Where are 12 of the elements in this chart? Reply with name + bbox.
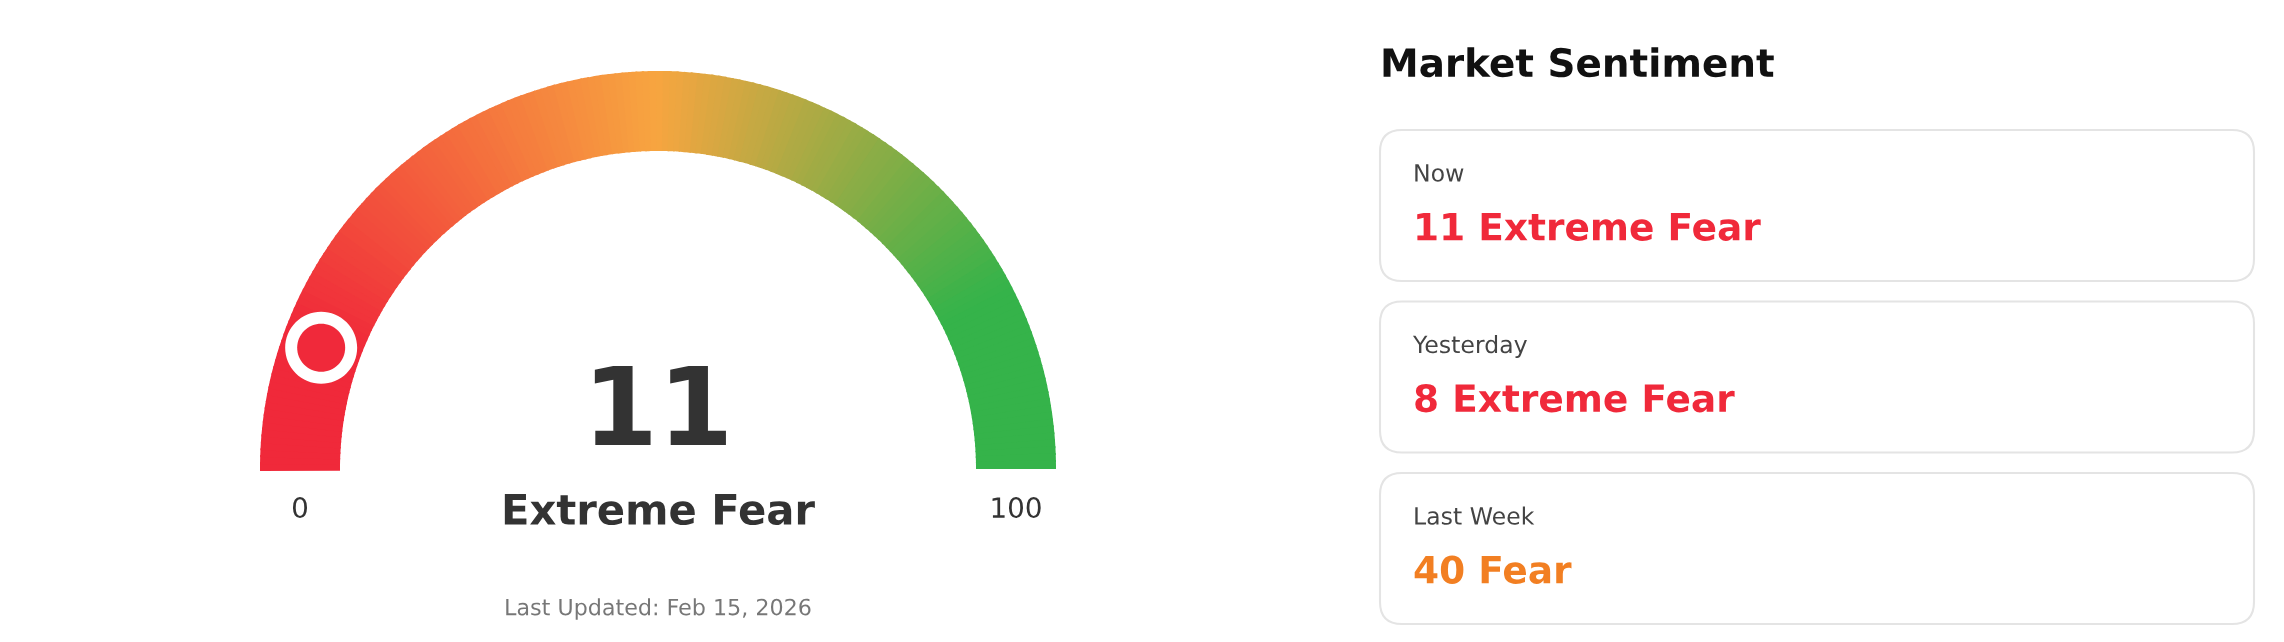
text: 0 (292, 497, 307, 519)
text: Extreme Fear (504, 494, 815, 526)
text: 11 Extreme Fear (1417, 213, 1761, 241)
text: 40 Fear (1414, 555, 1572, 584)
text: Market Sentiment (1383, 47, 1774, 78)
category-label: Last Week (1415, 506, 1535, 525)
text: Last Updated: Feb 15, 2026 (506, 598, 811, 620)
category-label: Yesterday (1412, 335, 1527, 358)
text: 8 Extreme Fear (1415, 384, 1735, 413)
text: 100 (992, 497, 1041, 519)
data-label: 11 (594, 365, 726, 445)
category-label: Now (1415, 164, 1464, 182)
